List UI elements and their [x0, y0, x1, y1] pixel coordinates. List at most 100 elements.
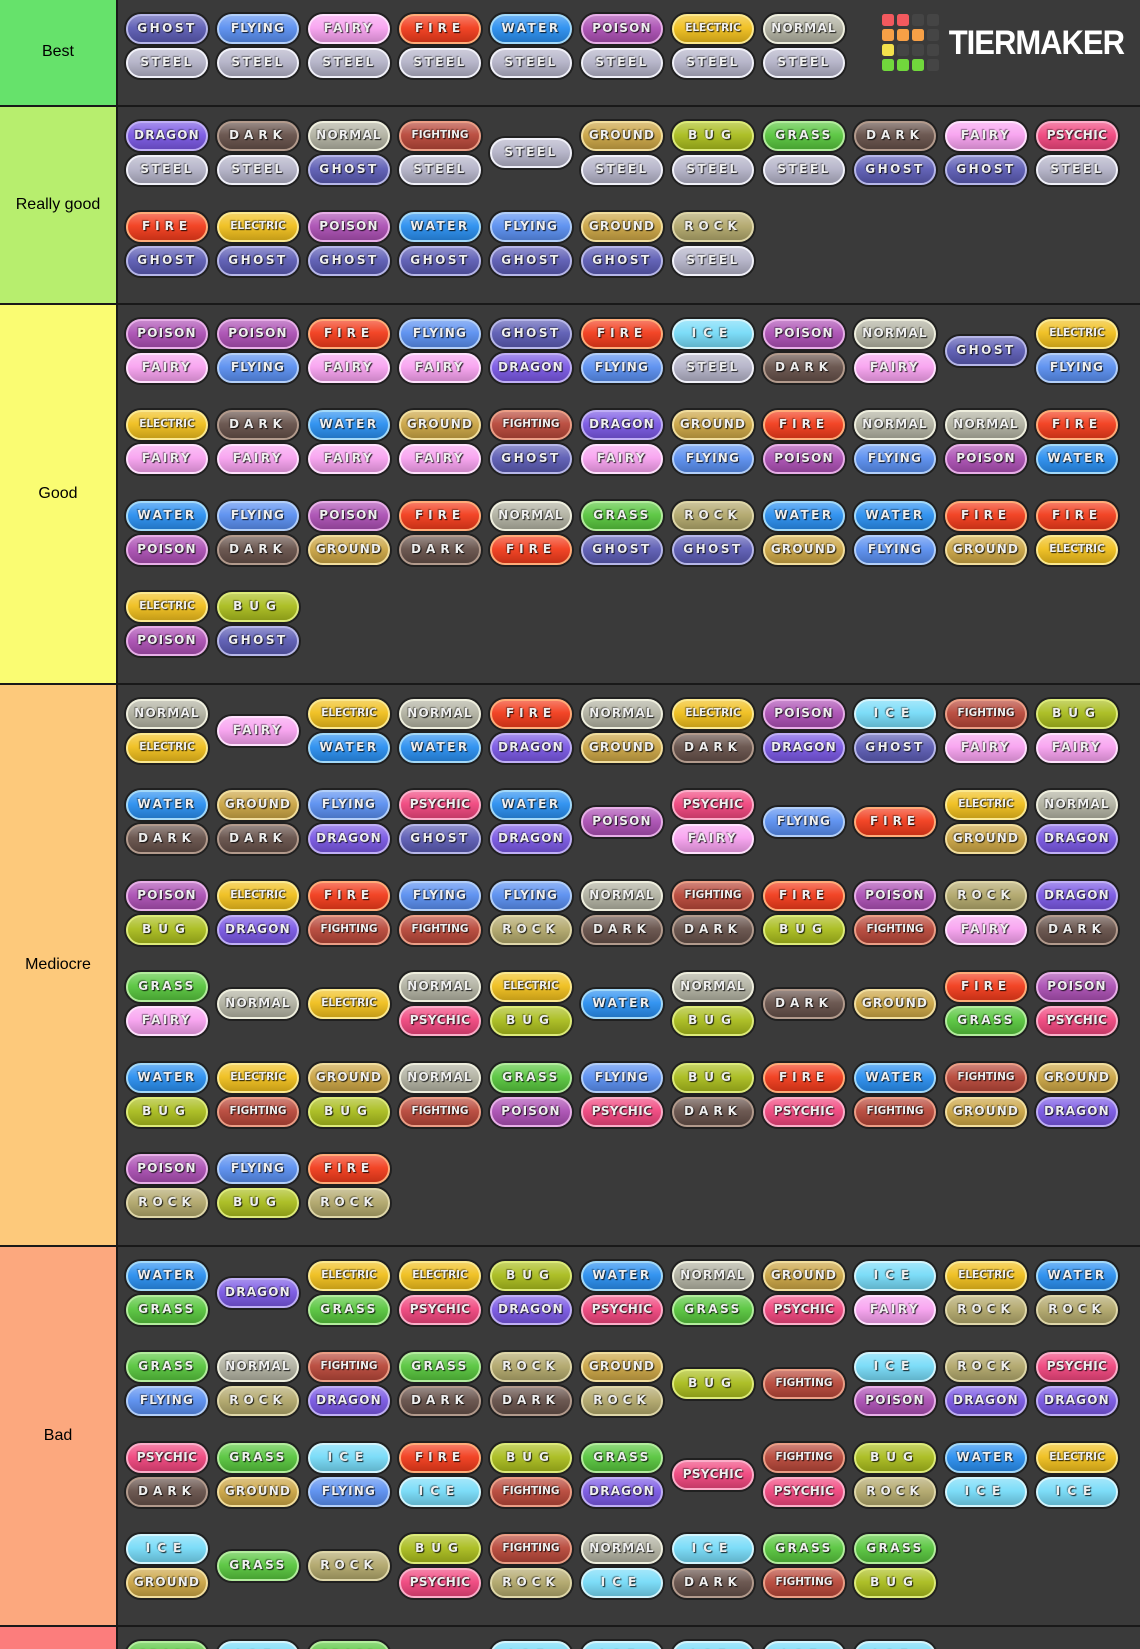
tier-item-ice-ground[interactable]: ICE GROUND — [126, 1534, 208, 1598]
tier-item-flying-ghost[interactable]: FLYING GHOST — [490, 212, 572, 276]
tier-item-ground-ghost[interactable]: GROUND GHOST — [581, 212, 663, 276]
tier-item-water-grass[interactable]: WATER GRASS — [126, 1261, 208, 1325]
tier-item-ice-rock[interactable]: ICEROCK — [854, 1641, 936, 1649]
tier-item-normal-bug[interactable]: NORMAL BUG — [672, 972, 754, 1036]
tier-item-fighting-steel[interactable]: FIGHTING STEEL — [399, 121, 481, 185]
tier-item-rock-dragon[interactable]: ROCK DRAGON — [945, 1352, 1027, 1416]
tier-item-fighting-ground[interactable]: FIGHTING GROUND — [945, 1063, 1027, 1127]
tier-item-ground-bug[interactable]: GROUND BUG — [308, 1063, 390, 1127]
tier-item-dark-fairy[interactable]: DARK FAIRY — [217, 410, 299, 474]
tier-item-flying-dragon[interactable]: FLYING DRAGON — [308, 790, 390, 854]
tier-item-ground-dragon[interactable]: GROUND DRAGON — [1036, 1063, 1118, 1127]
tier-item-bug-psychic[interactable]: BUG PSYCHIC — [399, 1534, 481, 1598]
tier-item-fire-psychic[interactable]: FIRE PSYCHIC — [763, 1063, 845, 1127]
tier-item-water-dark[interactable]: WATER DARK — [126, 790, 208, 854]
tier-item-normal-fairy[interactable]: NORMAL FAIRY — [854, 319, 936, 383]
tier-item-normal-flying[interactable]: NORMAL FLYING — [854, 410, 936, 474]
tier-item-normal-fire[interactable]: NORMAL FIRE — [490, 501, 572, 565]
tier-item-fire-fighting[interactable]: FIRE FIGHTING — [308, 881, 390, 945]
tier-item-electric-ground[interactable]: ELECTRIC GROUND — [945, 790, 1027, 854]
tier-item-water-ground[interactable]: WATER GROUND — [763, 501, 845, 565]
tier-item-grass-bug[interactable]: GRASS BUG — [854, 1534, 936, 1598]
tier-item-electric-water[interactable]: ELECTRIC WATER — [308, 699, 390, 763]
tier-item-ice-dragon[interactable]: ICEDRAGON — [217, 1641, 299, 1649]
tier-item-poison-ground[interactable]: POISON GROUND — [308, 501, 390, 565]
tier-item-ghost[interactable]: GHOST — [945, 319, 1027, 383]
tier-item-ground-steel[interactable]: GROUND STEEL — [581, 121, 663, 185]
tier-item-fire-poison[interactable]: FIRE POISON — [763, 410, 845, 474]
tier-item-poison-psychic[interactable]: POISON PSYCHIC — [1036, 972, 1118, 1036]
tier-item-dragon-dark[interactable]: DRAGON DARK — [1036, 881, 1118, 945]
tier-item-grass-dark[interactable]: GRASS DARK — [399, 1352, 481, 1416]
tier-item-rock-steel[interactable]: ROCK STEEL — [672, 212, 754, 276]
tier-item-flying-fighting[interactable]: FLYING FIGHTING — [399, 881, 481, 945]
tier-item-water[interactable]: WATER — [581, 972, 663, 1036]
tier-item-ice-dark[interactable]: ICE DARK — [672, 1534, 754, 1598]
tier-item-ghost-dragon[interactable]: GHOST DRAGON — [490, 319, 572, 383]
tier-item-fire-ground[interactable]: FIRE GROUND — [945, 501, 1027, 565]
tier-item-flying[interactable]: FLYING — [763, 790, 845, 854]
tier-item-fire-ghost[interactable]: FIRE GHOST — [126, 212, 208, 276]
tier-item-fighting-psychic[interactable]: FIGHTING PSYCHIC — [763, 1443, 845, 1507]
tier-item-poison-dark[interactable]: POISON DARK — [763, 319, 845, 383]
tier-item-rock-dark[interactable]: ROCK DARK — [490, 1352, 572, 1416]
tier-item-fire-dark[interactable]: FIRE DARK — [399, 501, 481, 565]
tier-item-bug-ghost[interactable]: BUG GHOST — [217, 592, 299, 656]
tier-item-water-psychic[interactable]: WATER PSYCHIC — [581, 1261, 663, 1325]
tier-item-ice[interactable]: ICE — [399, 1641, 481, 1649]
tier-item-psychic-ghost[interactable]: PSYCHIC GHOST — [399, 790, 481, 854]
tier-item-dragon[interactable]: DRAGON — [217, 1261, 299, 1325]
tier-item-ground-dark[interactable]: GROUND DARK — [217, 790, 299, 854]
tier-item-electric-dark[interactable]: ELECTRIC DARK — [672, 699, 754, 763]
tier-item-flying-rock[interactable]: FLYING ROCK — [490, 881, 572, 945]
tier-item-fighting-dragon[interactable]: FIGHTING DRAGON — [308, 1352, 390, 1416]
tier-item-fighting-dark[interactable]: FIGHTING DARK — [672, 881, 754, 945]
tier-item-electric-fairy[interactable]: ELECTRIC FAIRY — [126, 410, 208, 474]
tier-item-electric-ghost[interactable]: ELECTRIC GHOST — [217, 212, 299, 276]
tier-item-bug-dark[interactable]: BUG DARK — [672, 1063, 754, 1127]
tier-item-ice-grass[interactable]: ICEGRASS — [763, 1641, 845, 1649]
tier-item-bug-fairy[interactable]: BUG FAIRY — [1036, 699, 1118, 763]
tier-item-bug-rock[interactable]: BUG ROCK — [854, 1443, 936, 1507]
tier-item-grass-ghost[interactable]: GRASS GHOST — [581, 501, 663, 565]
tier-item-normal-water[interactable]: NORMAL WATER — [399, 699, 481, 763]
tier-item-dark-ghost[interactable]: DARK GHOST — [854, 121, 936, 185]
tier-item-ice-flying[interactable]: ICE FLYING — [308, 1443, 390, 1507]
tier-item-fire[interactable]: FIRE — [854, 790, 936, 854]
tier-item-steel[interactable]: STEEL — [490, 121, 572, 185]
tier-item-electric-dragon[interactable]: ELECTRIC DRAGON — [217, 881, 299, 945]
tier-item-grass-dragon[interactable]: GRASS DRAGON — [581, 1443, 663, 1507]
tier-item-rock-fairy[interactable]: ROCK FAIRY — [945, 881, 1027, 945]
tier-item-bug-dragon[interactable]: BUG DRAGON — [490, 1261, 572, 1325]
tier-item-normal-rock[interactable]: NORMAL ROCK — [217, 1352, 299, 1416]
tier-item-ice-fighting[interactable]: ICEFIGHTING — [490, 1641, 572, 1649]
tier-item-water-fairy[interactable]: WATER FAIRY — [308, 410, 390, 474]
tiermaker-logo[interactable]: TIERMAKER — [881, 14, 1125, 71]
tier-item-ghost-steel[interactable]: GHOST STEEL — [126, 14, 208, 78]
tier-item-fighting-fairy[interactable]: FIGHTING FAIRY — [945, 699, 1027, 763]
tier-item-dragon-steel[interactable]: DRAGON STEEL — [126, 121, 208, 185]
tier-item-dragon-fairy[interactable]: DRAGON FAIRY — [581, 410, 663, 474]
tier-item-fire-ice[interactable]: FIRE ICE — [399, 1443, 481, 1507]
tier-item-poison-fairy[interactable]: POISON FAIRY — [126, 319, 208, 383]
tier-item-electric-psychic[interactable]: ELECTRIC PSYCHIC — [399, 1261, 481, 1325]
tier-item-electric-flying[interactable]: ELECTRIC FLYING — [1036, 319, 1118, 383]
tier-item-flying-dark[interactable]: FLYING DARK — [217, 501, 299, 565]
tier-item-fire-rock[interactable]: FIRE ROCK — [308, 1154, 390, 1218]
tier-item-psychic[interactable]: PSYCHIC — [672, 1443, 754, 1507]
tier-item-grass[interactable]: GRASS — [217, 1534, 299, 1598]
tier-item-electric-rock[interactable]: ELECTRIC ROCK — [945, 1261, 1027, 1325]
tier-item-fire-bug[interactable]: FIRE BUG — [763, 881, 845, 945]
tier-item-poison-steel[interactable]: POISON STEEL — [581, 14, 663, 78]
tier-item-ground-rock[interactable]: GROUND ROCK — [581, 1352, 663, 1416]
tier-item-normal-ghost[interactable]: NORMAL GHOST — [308, 121, 390, 185]
tier-item-grass-fighting[interactable]: GRASS FIGHTING — [763, 1534, 845, 1598]
tier-item-flying-psychic[interactable]: FLYING PSYCHIC — [581, 1063, 663, 1127]
tier-item-psychic-dark[interactable]: PSYCHIC DARK — [126, 1443, 208, 1507]
tier-item-fire-fairy[interactable]: FIRE FAIRY — [308, 319, 390, 383]
tier-item-grass-flying[interactable]: GRASS FLYING — [126, 1352, 208, 1416]
tier-item-normal-fighting[interactable]: NORMAL FIGHTING — [399, 1063, 481, 1127]
tier-item-fire-grass[interactable]: FIRE GRASS — [945, 972, 1027, 1036]
tier-item-electric-grass[interactable]: ELECTRIC GRASS — [308, 1261, 390, 1325]
